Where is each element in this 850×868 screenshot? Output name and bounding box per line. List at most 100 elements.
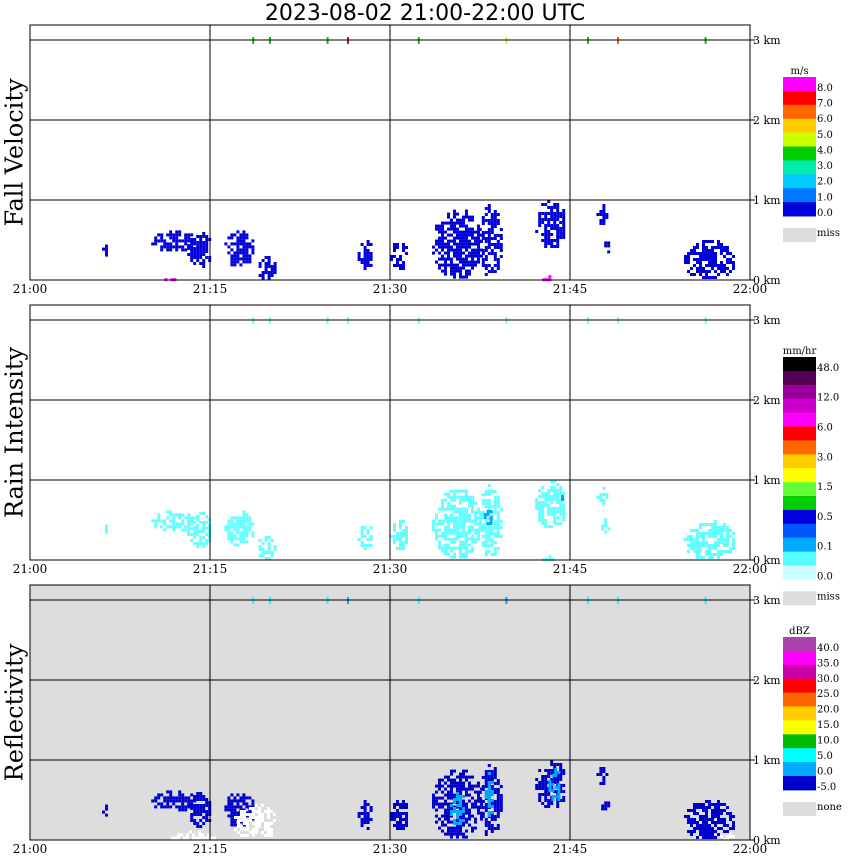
colorbar-label: 5.0: [817, 751, 833, 762]
colorbar-swatch: [783, 496, 816, 511]
x-tick-label: 21:45: [553, 282, 588, 296]
y-tick-label: 1 km: [753, 474, 781, 487]
colorbar-label: 12.0: [817, 393, 839, 404]
colorbar-label: 30.0: [817, 674, 839, 685]
colorbar-swatch: [783, 188, 816, 203]
echo-feature: [357, 240, 373, 270]
colorbar-missing-swatch: [783, 228, 816, 242]
colorbar-label: 5.0: [817, 130, 833, 141]
echo-feature: [484, 772, 494, 817]
echo-feature: [234, 804, 276, 837]
panel-label: Reflectivity: [1, 643, 29, 781]
colorbar-swatch: [783, 523, 816, 539]
echo-feature: [390, 800, 408, 830]
colorbar-swatch: [783, 748, 816, 763]
colorbar-label: 0.5: [817, 512, 833, 523]
panel-reflectivity: 0 km 1 km 2 km 3 km 21:00 21:15 21:30 21:45 22:0…: [1, 584, 842, 856]
y-tick-label: 3 km: [753, 594, 781, 607]
y-tick-label: 2 km: [753, 674, 781, 687]
colorbar-swatch: [783, 468, 816, 483]
colorbar-unit: dBZ: [789, 626, 810, 637]
colorbar-label: 10.0: [817, 736, 839, 747]
colorbar-swatch: [783, 412, 816, 427]
colorbar-label: 20.0: [817, 705, 839, 716]
echo-feature: [548, 768, 561, 801]
colorbar-missing-label: miss: [817, 591, 840, 602]
y-tick-label: 0 km: [753, 274, 781, 287]
y-tick-label: 1 km: [753, 754, 781, 767]
colorbar-label: 1.5: [817, 482, 833, 493]
colorbar-unit: m/s: [791, 66, 809, 77]
echo-feature: [684, 800, 735, 839]
colorbar-label: 15.0: [817, 720, 839, 731]
echo-feature: [450, 792, 465, 825]
colorbar-swatch: [783, 650, 816, 666]
echo-feature: [390, 243, 408, 270]
echo-feature: [224, 230, 255, 267]
colorbar-swatch: [783, 398, 816, 414]
y-tick-label: 1 km: [753, 194, 781, 207]
echo-feature: [535, 200, 566, 248]
echo-feature: [224, 510, 255, 547]
colorbar-missing-label: miss: [817, 228, 840, 239]
x-tick-label: 21:30: [373, 282, 408, 296]
colorbar-swatch: [783, 426, 816, 441]
panel-rain-intensity: 0 km 1 km 2 km 3 km 21:00 21:15 21:30 21:45 22:0…: [1, 304, 840, 606]
x-tick-label: 21:15: [193, 282, 228, 296]
colorbar-swatch: [783, 537, 816, 553]
echo-feature: [535, 480, 566, 528]
colorbar-swatch: [783, 734, 816, 749]
colorbar-swatch: [783, 370, 816, 386]
echo-feature: [390, 520, 408, 550]
colorbar-label: 48.0: [817, 363, 839, 374]
y-tick-label: 2 km: [753, 114, 781, 127]
colorbar-label: 35.0: [817, 658, 839, 669]
panel-fall-velocity: 0 km 1 km 2 km 3 km 21:00 21:15 21:30 21:45 22:0…: [1, 24, 840, 296]
echo-feature: [187, 232, 212, 268]
y-tick-label: 2 km: [753, 394, 781, 407]
x-tick-label: 22:00: [733, 842, 768, 856]
colorbar-swatch: [783, 132, 816, 147]
colorbar-swatch: [783, 160, 816, 175]
x-tick-label: 21:00: [13, 282, 48, 296]
colorbar-label: 6.0: [817, 422, 833, 433]
x-tick-label: 21:45: [553, 562, 588, 576]
echo-feature: [105, 524, 108, 534]
plot-frame: [29, 584, 751, 841]
plot-frame: [29, 24, 751, 281]
colorbar-missing-swatch: [783, 591, 816, 606]
colorbar-label: 3.0: [817, 452, 833, 463]
colorbar: m/s 8.0 7.0 6.0 5.0 4.0 3.0 2.0 1.0 0.0 miss: [783, 66, 840, 242]
echo-feature: [601, 518, 611, 534]
colorbar-swatch: [783, 706, 816, 721]
plot-frame: [29, 304, 751, 561]
colorbar-swatch: [783, 776, 816, 791]
colorbar-swatch: [783, 692, 816, 707]
colorbar-swatch: [783, 637, 816, 652]
echo-feature: [258, 256, 277, 280]
colorbar-swatch: [783, 720, 816, 735]
panel-label: Rain Intensity: [1, 347, 29, 519]
colorbar-swatch: [783, 678, 816, 694]
echo-feature: [357, 526, 373, 550]
echo-feature: [432, 209, 483, 279]
colorbar-label: 7.0: [817, 99, 833, 110]
colorbar-swatch: [783, 357, 816, 372]
echo-feature: [604, 241, 611, 254]
colorbar-swatch: [783, 565, 816, 580]
echo-feature: [171, 830, 216, 843]
echo-feature: [258, 536, 277, 560]
colorbar-label: 0.0: [817, 208, 833, 219]
echo-feature: [561, 495, 564, 501]
x-tick-label: 22:00: [733, 282, 768, 296]
x-tick-label: 21:00: [13, 842, 48, 856]
echo-feature: [151, 510, 197, 532]
x-tick-label: 21:30: [373, 562, 408, 576]
echo-feature: [684, 520, 735, 559]
colorbar-swatch: [783, 77, 816, 92]
echo-feature: [601, 801, 611, 811]
y-tick-label: 3 km: [753, 314, 781, 327]
colorbar-label: 6.0: [817, 114, 833, 125]
colorbar-swatch: [783, 202, 816, 217]
